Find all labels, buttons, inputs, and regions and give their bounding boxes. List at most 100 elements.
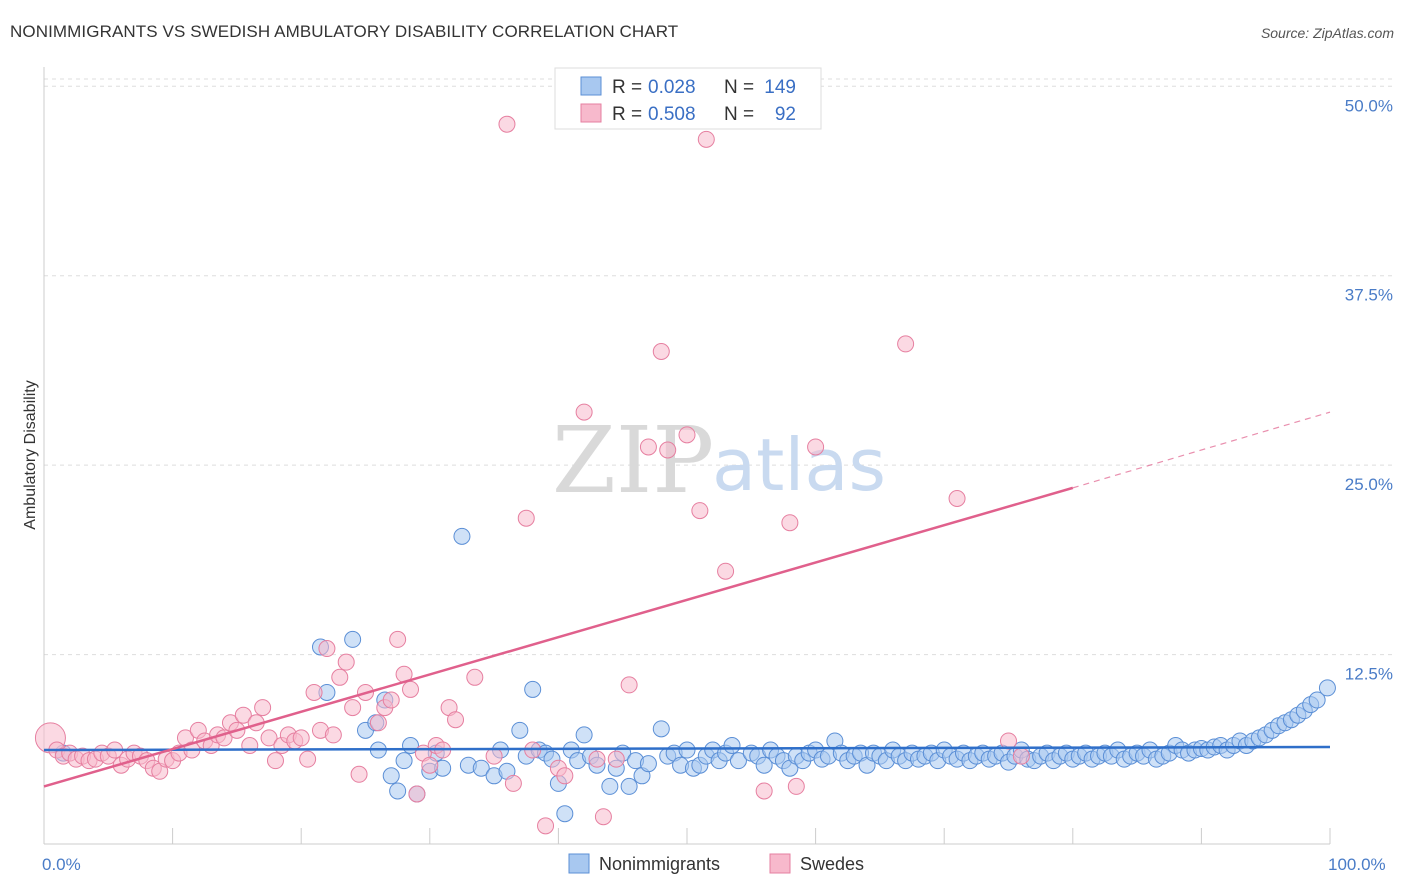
swedes-point xyxy=(234,706,252,724)
legend-swatch-nonimmigrants xyxy=(580,76,602,96)
source-credit: Source: ZipAtlas.com xyxy=(1260,25,1394,41)
legend-r-value-2: 0.508 xyxy=(648,104,696,125)
swedes-point xyxy=(504,774,522,792)
chart-title: NONIMMIGRANTS VS SWEDISH AMBULATORY DISA… xyxy=(10,22,679,41)
legend-swatch-swedes xyxy=(580,103,602,123)
swedes-point xyxy=(331,668,349,686)
swedes-point xyxy=(299,750,317,768)
nonimmigrants-point xyxy=(575,726,593,744)
swedes-trendline-extension xyxy=(1072,411,1331,489)
swedes-point xyxy=(652,343,670,360)
swedes-point xyxy=(254,699,272,717)
swedes-point xyxy=(447,711,465,729)
nonimmigrants-point xyxy=(652,720,670,738)
swedes-point xyxy=(305,683,323,701)
swedes-point xyxy=(588,750,606,768)
swedes-trendline xyxy=(43,486,1074,788)
swedes-point xyxy=(678,426,696,444)
y-tick-label: 12.5% xyxy=(1345,665,1393,684)
nonimmigrants-point xyxy=(1318,679,1336,697)
nonimmigrants-point xyxy=(556,805,574,823)
nonimmigrants-point xyxy=(382,767,400,785)
legend: R = 0.028 N = 149 R = 0.508 N = 92 xyxy=(554,67,822,130)
swedes-point xyxy=(556,767,574,785)
swedes-point xyxy=(691,502,709,520)
watermark-atlas: atlas xyxy=(712,423,886,507)
swedes-point xyxy=(241,737,259,754)
swedes-point xyxy=(498,115,516,133)
y-tick-labels: 12.5% 25.0% 37.5% 50.0% xyxy=(1345,96,1393,683)
nonimmigrants-point xyxy=(344,630,362,648)
legend-n-value-1: 149 xyxy=(764,77,796,98)
watermark: ZIP atlas xyxy=(552,407,886,514)
swedes-point xyxy=(1012,747,1030,765)
legend-r-value-1: 0.028 xyxy=(648,77,696,98)
swedes-point xyxy=(402,680,420,698)
swedes-point xyxy=(575,403,593,421)
swedes-point xyxy=(382,691,400,709)
swedes-point xyxy=(594,808,612,826)
nonimmigrants-point xyxy=(511,721,529,739)
swedes-point xyxy=(337,653,355,671)
bottom-legend-label-nonimmigrants: Nonimmigrants xyxy=(599,854,720,874)
nonimmigrants-point xyxy=(395,752,413,770)
nonimmigrants-point xyxy=(524,680,542,698)
nonimmigrants-point xyxy=(723,737,741,754)
legend-r-label-1: R = xyxy=(612,77,642,98)
swedes-point xyxy=(350,765,368,783)
nonimmigrants-points xyxy=(54,527,1336,823)
swedes-point xyxy=(620,676,638,694)
nonimmigrants-point xyxy=(1308,691,1326,709)
legend-n-value-2: 92 xyxy=(775,104,796,125)
nonimmigrants-point xyxy=(639,755,657,773)
swedes-point xyxy=(781,514,799,532)
swedes-point xyxy=(607,750,625,768)
y-tick-label: 37.5% xyxy=(1345,286,1393,305)
swedes-point xyxy=(537,817,555,835)
swedes-point xyxy=(639,438,657,456)
nonimmigrants-point xyxy=(678,741,696,759)
swedes-point xyxy=(755,782,773,800)
nonimmigrants-trendline xyxy=(43,745,1331,752)
swedes-point xyxy=(466,668,484,686)
swedes-point xyxy=(659,441,677,459)
legend-n-label-1: N = xyxy=(724,77,754,98)
trendlines xyxy=(43,411,1331,788)
nonimmigrants-point xyxy=(729,752,747,770)
bottom-legend-swatch-swedes xyxy=(769,853,791,874)
swedes-point xyxy=(408,785,426,803)
swedes-point xyxy=(324,726,342,744)
swedes-point xyxy=(485,747,503,765)
swedes-point xyxy=(897,335,915,353)
swedes-point xyxy=(318,640,336,658)
bottom-legend-swatch-nonimmigrants xyxy=(568,853,590,874)
swedes-point xyxy=(517,509,535,527)
bottom-legend: Nonimmigrants Swedes xyxy=(568,853,864,874)
watermark-zip: ZIP xyxy=(552,407,714,514)
legend-n-label-2: N = xyxy=(724,104,754,125)
swedes-point xyxy=(948,489,966,507)
x-ticks xyxy=(172,828,1331,844)
nonimmigrants-point xyxy=(389,782,407,800)
y-axis-title: Ambulatory Disability xyxy=(22,380,39,529)
swedes-point xyxy=(292,729,310,747)
y-tick-label: 25.0% xyxy=(1345,475,1393,494)
x-tick-label-min: 0.0% xyxy=(42,855,81,874)
swedes-point xyxy=(389,630,407,648)
nonimmigrants-point xyxy=(472,759,490,777)
swedes-point xyxy=(787,777,805,795)
x-tick-label-max: 100.0% xyxy=(1328,855,1386,874)
swedes-point xyxy=(344,699,362,717)
bottom-legend-label-swedes: Swedes xyxy=(800,854,864,874)
swedes-point xyxy=(369,714,387,732)
legend-r-label-2: R = xyxy=(612,104,642,125)
nonimmigrants-point xyxy=(453,527,471,545)
swedes-point xyxy=(697,130,715,148)
swedes-point xyxy=(807,438,825,456)
y-tick-label: 50.0% xyxy=(1345,96,1393,115)
nonimmigrants-point xyxy=(601,777,619,795)
nonimmigrants-point xyxy=(620,777,638,795)
swedes-point xyxy=(421,756,439,774)
swedes-point xyxy=(266,752,284,770)
